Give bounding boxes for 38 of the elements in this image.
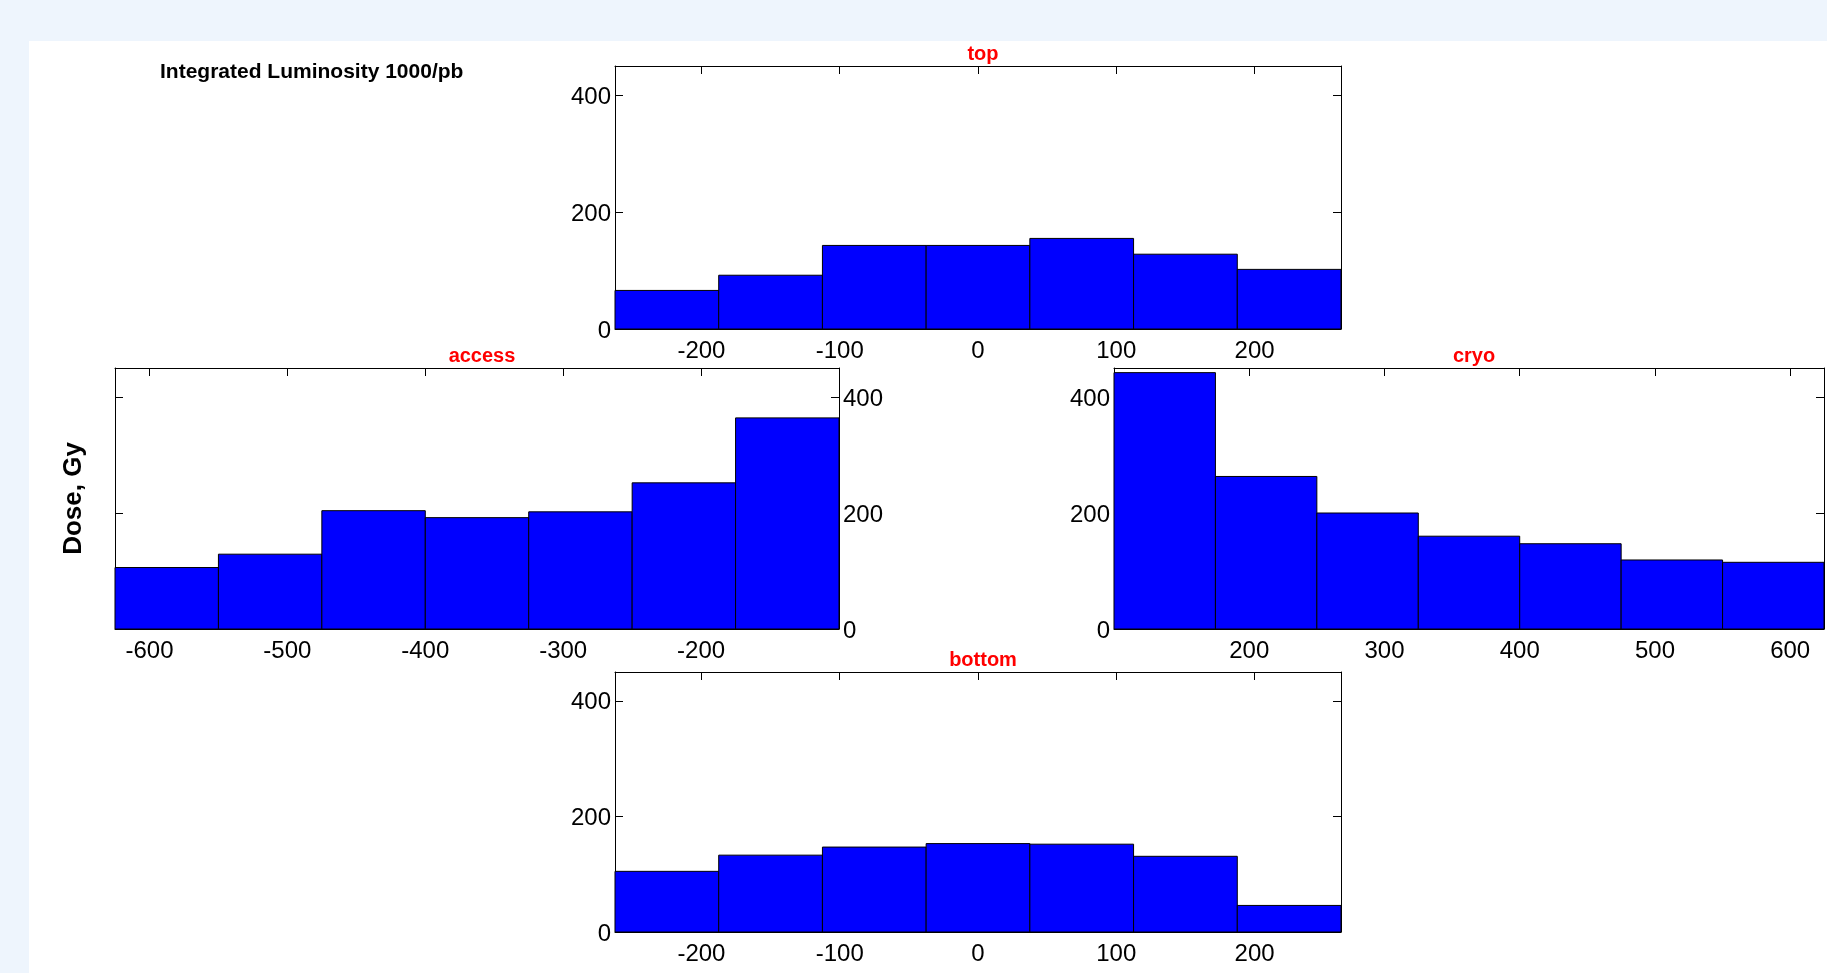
chart-title: top: [967, 42, 999, 64]
x-tick-label: 0: [971, 335, 985, 363]
x-tick-label: 200: [1234, 335, 1275, 363]
y-tick-label: 0: [843, 615, 857, 643]
x-tick-label: -600: [125, 635, 174, 663]
x-tick-label: 600: [1770, 635, 1811, 663]
text: Integrated Luminosity 1000/pb: [160, 59, 464, 82]
x-tick-label: -100: [815, 938, 864, 966]
x-tick-label: 100: [1096, 335, 1137, 363]
y-tick-label: 200: [1069, 499, 1110, 527]
x-tick-label: 0: [971, 938, 985, 966]
y-tick-label: 200: [843, 499, 884, 527]
x-tick-label: -200: [677, 938, 726, 966]
x-tick-label: 200: [1229, 635, 1270, 663]
y-tick-label: 200: [570, 802, 611, 830]
x-tick-label: -200: [677, 335, 726, 363]
x-tick-label: -100: [815, 335, 864, 363]
y-tick-label: 400: [570, 687, 611, 715]
x-tick-label: -300: [539, 635, 588, 663]
y-tick-label: 400: [843, 383, 884, 411]
x-tick-label: 100: [1096, 938, 1137, 966]
y-tick-label: 0: [597, 315, 611, 343]
x-tick-label: 300: [1364, 635, 1405, 663]
y-tick-label: 400: [570, 81, 611, 109]
x-tick-label: -200: [677, 635, 726, 663]
y-tick-label: 400: [1069, 383, 1110, 411]
y-tick-label: 200: [570, 198, 611, 226]
x-tick-label: -400: [401, 635, 450, 663]
y-tick-label: 0: [1096, 615, 1110, 643]
chart-title: cryo: [1452, 344, 1496, 366]
chart-title: bottom: [949, 648, 1017, 670]
x-tick-label: -500: [263, 635, 312, 663]
x-tick-label: 200: [1234, 938, 1275, 966]
chart-title: access: [448, 344, 516, 366]
x-tick-label: 500: [1634, 635, 1675, 663]
x-tick-label: 400: [1499, 635, 1540, 663]
y-tick-label: 0: [597, 918, 611, 946]
y-axis-title: Dose, Gy: [57, 441, 87, 555]
